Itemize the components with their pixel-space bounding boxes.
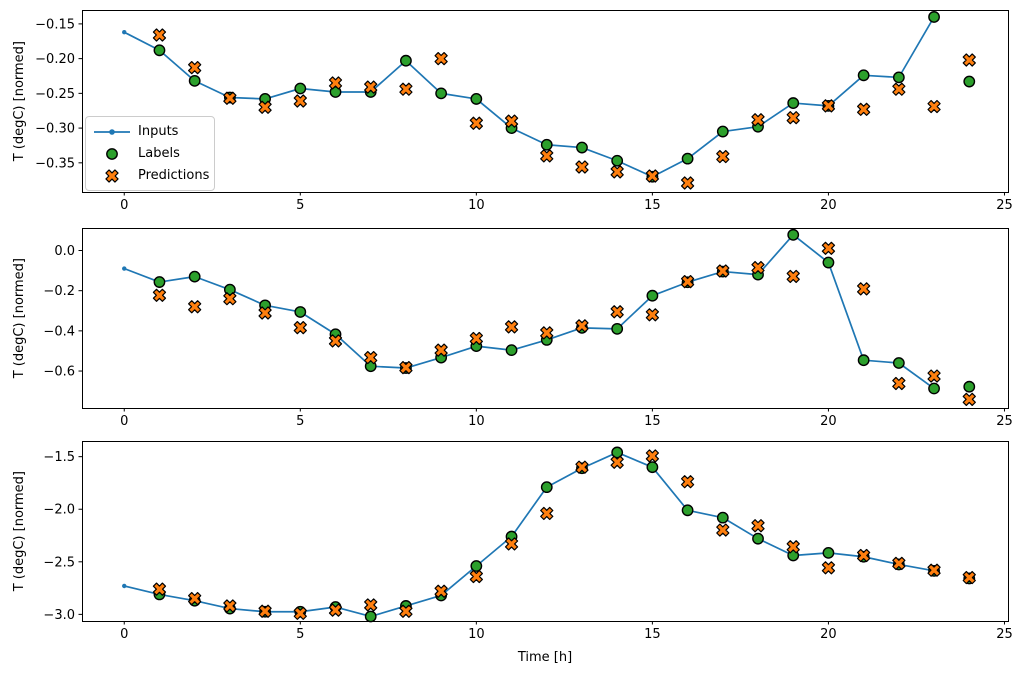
legend-item-labels: Labels xyxy=(93,144,207,163)
panel-2-predictions-points xyxy=(152,241,976,407)
legend: Inputs Labels Predictions xyxy=(85,116,215,191)
svg-text:−2.0: −2.0 xyxy=(43,503,75,518)
svg-text:5: 5 xyxy=(296,414,304,429)
panel-3-inputs-line xyxy=(122,450,937,619)
svg-text:20: 20 xyxy=(820,414,837,429)
panel-2-y-ticks: 0.0 −0.2 −0.4 −0.6 xyxy=(43,244,82,380)
svg-text:−2.5: −2.5 xyxy=(43,555,75,570)
svg-text:−0.35: −0.35 xyxy=(35,156,75,171)
svg-text:5: 5 xyxy=(296,627,304,642)
panel-1-frame xyxy=(82,10,1009,193)
panel-1-predictions-points xyxy=(152,28,976,190)
svg-text:10: 10 xyxy=(468,198,485,213)
panel-3-y-ticks: −1.5 −2.0 −2.5 −3.0 xyxy=(43,450,82,623)
svg-text:−0.4: −0.4 xyxy=(43,324,75,339)
svg-text:15: 15 xyxy=(644,198,661,213)
panel-2-labels-points xyxy=(153,228,976,395)
svg-text:15: 15 xyxy=(644,627,661,642)
panel-3-predictions-points xyxy=(152,449,976,620)
svg-text:25: 25 xyxy=(996,198,1013,213)
panel-2-inputs-line xyxy=(122,232,937,391)
svg-text:5: 5 xyxy=(296,198,304,213)
x-axis-label: Time [h] xyxy=(517,650,573,665)
panel-1-x-ticks: 0 5 10 15 20 25 xyxy=(120,192,1013,213)
panel-3-x-ticks: 0 5 10 15 20 25 xyxy=(120,621,1013,642)
panel-1: 0 5 10 15 20 25 −0.15 −0.20 −0.25 −0.30 −0.35 xyxy=(35,10,1013,213)
panel-1-y-ticks: −0.15 −0.20 −0.25 −0.30 −0.35 xyxy=(35,17,82,171)
svg-text:−0.30: −0.30 xyxy=(35,122,75,137)
svg-text:−1.5: −1.5 xyxy=(43,450,75,465)
panel-2: 0 5 10 15 20 25 0.0 −0.2 −0.4 −0.6 xyxy=(43,228,1013,429)
panel-2-x-ticks: 0 5 10 15 20 25 xyxy=(120,408,1013,429)
inputs-line-icon xyxy=(93,124,131,140)
predictions-x-icon xyxy=(93,168,131,184)
legend-label-inputs: Inputs xyxy=(138,123,179,139)
svg-text:−3.0: −3.0 xyxy=(43,608,75,623)
panel-2-frame xyxy=(82,228,1009,409)
svg-text:10: 10 xyxy=(468,627,485,642)
panel-3-frame xyxy=(82,441,1009,622)
legend-label-predictions: Predictions xyxy=(138,167,210,183)
svg-text:10: 10 xyxy=(468,414,485,429)
panel-1-labels-points xyxy=(153,11,976,183)
svg-text:0: 0 xyxy=(120,627,128,642)
panel-3: 0 5 10 15 20 25 −1.5 −2.0 −2.5 −3.0 xyxy=(43,441,1013,642)
svg-text:25: 25 xyxy=(996,627,1013,642)
svg-text:−0.20: −0.20 xyxy=(35,52,75,67)
svg-text:0.0: 0.0 xyxy=(54,244,75,259)
svg-text:−0.25: −0.25 xyxy=(35,87,75,102)
panel-1-inputs-line xyxy=(122,14,937,179)
svg-text:15: 15 xyxy=(644,414,661,429)
labels-circle-icon xyxy=(93,146,131,162)
svg-text:25: 25 xyxy=(996,414,1013,429)
legend-item-predictions: Predictions xyxy=(93,166,210,185)
legend-item-inputs: Inputs xyxy=(93,122,207,141)
svg-text:20: 20 xyxy=(820,198,837,213)
svg-text:−0.2: −0.2 xyxy=(43,284,75,299)
svg-text:20: 20 xyxy=(820,627,837,642)
panel-3-labels-points xyxy=(153,446,976,623)
legend-label-labels: Labels xyxy=(138,145,180,161)
svg-text:−0.6: −0.6 xyxy=(43,365,75,380)
svg-text:0: 0 xyxy=(120,414,128,429)
svg-text:−0.15: −0.15 xyxy=(35,17,75,32)
svg-text:0: 0 xyxy=(120,198,128,213)
